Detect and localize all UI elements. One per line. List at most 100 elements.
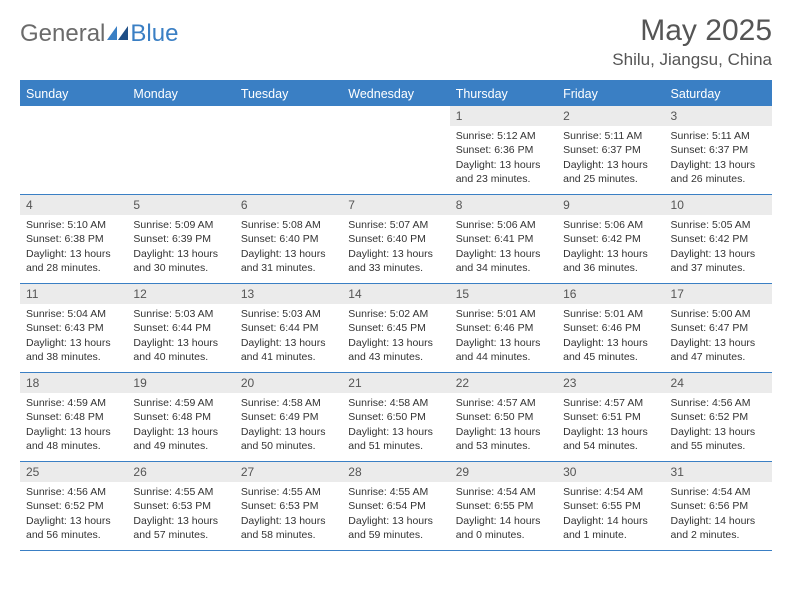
day-number: 18 — [20, 373, 127, 393]
day-cell: 30Sunrise: 4:54 AMSunset: 6:55 PMDayligh… — [557, 462, 664, 550]
sunset-text: Sunset: 6:48 PM — [26, 410, 121, 424]
day-number: 28 — [342, 462, 449, 482]
sunrise-text: Sunrise: 5:07 AM — [348, 218, 443, 232]
day-cell: 29Sunrise: 4:54 AMSunset: 6:55 PMDayligh… — [450, 462, 557, 550]
daylight-text: Daylight: 13 hours and 55 minutes. — [671, 425, 766, 453]
sunrise-text: Sunrise: 4:56 AM — [671, 396, 766, 410]
sunrise-text: Sunrise: 4:57 AM — [456, 396, 551, 410]
sunrise-text: Sunrise: 4:58 AM — [348, 396, 443, 410]
sunrise-text: Sunrise: 4:55 AM — [241, 485, 336, 499]
day-body: Sunrise: 4:58 AMSunset: 6:50 PMDaylight:… — [342, 393, 449, 457]
weeks-container: 1Sunrise: 5:12 AMSunset: 6:36 PMDaylight… — [20, 106, 772, 551]
sunset-text: Sunset: 6:53 PM — [241, 499, 336, 513]
sunset-text: Sunset: 6:37 PM — [563, 143, 658, 157]
day-number: 26 — [127, 462, 234, 482]
sunrise-text: Sunrise: 5:09 AM — [133, 218, 228, 232]
day-header-cell: Tuesday — [235, 82, 342, 106]
day-body: Sunrise: 5:06 AMSunset: 6:42 PMDaylight:… — [557, 215, 664, 279]
sunset-text: Sunset: 6:38 PM — [26, 232, 121, 246]
day-cell: 4Sunrise: 5:10 AMSunset: 6:38 PMDaylight… — [20, 195, 127, 283]
sunrise-text: Sunrise: 5:00 AM — [671, 307, 766, 321]
daylight-text: Daylight: 13 hours and 57 minutes. — [133, 514, 228, 542]
daylight-text: Daylight: 13 hours and 30 minutes. — [133, 247, 228, 275]
daylight-text: Daylight: 13 hours and 37 minutes. — [671, 247, 766, 275]
day-body: Sunrise: 5:06 AMSunset: 6:41 PMDaylight:… — [450, 215, 557, 279]
daylight-text: Daylight: 13 hours and 28 minutes. — [26, 247, 121, 275]
sunrise-text: Sunrise: 4:54 AM — [563, 485, 658, 499]
sunrise-text: Sunrise: 4:54 AM — [456, 485, 551, 499]
day-body: Sunrise: 4:56 AMSunset: 6:52 PMDaylight:… — [665, 393, 772, 457]
day-body: Sunrise: 4:54 AMSunset: 6:55 PMDaylight:… — [450, 482, 557, 546]
day-cell: 26Sunrise: 4:55 AMSunset: 6:53 PMDayligh… — [127, 462, 234, 550]
day-body: Sunrise: 4:59 AMSunset: 6:48 PMDaylight:… — [127, 393, 234, 457]
sunset-text: Sunset: 6:42 PM — [671, 232, 766, 246]
sunrise-text: Sunrise: 5:02 AM — [348, 307, 443, 321]
day-cell — [20, 106, 127, 194]
day-header-cell: Wednesday — [342, 82, 449, 106]
day-body: Sunrise: 5:03 AMSunset: 6:44 PMDaylight:… — [235, 304, 342, 368]
day-number: 11 — [20, 284, 127, 304]
week-row: 18Sunrise: 4:59 AMSunset: 6:48 PMDayligh… — [20, 373, 772, 462]
day-cell: 6Sunrise: 5:08 AMSunset: 6:40 PMDaylight… — [235, 195, 342, 283]
daylight-text: Daylight: 13 hours and 59 minutes. — [348, 514, 443, 542]
sunrise-text: Sunrise: 5:06 AM — [563, 218, 658, 232]
day-cell: 25Sunrise: 4:56 AMSunset: 6:52 PMDayligh… — [20, 462, 127, 550]
day-cell: 11Sunrise: 5:04 AMSunset: 6:43 PMDayligh… — [20, 284, 127, 372]
sunrise-text: Sunrise: 5:11 AM — [671, 129, 766, 143]
day-number: 3 — [665, 106, 772, 126]
day-cell: 16Sunrise: 5:01 AMSunset: 6:46 PMDayligh… — [557, 284, 664, 372]
day-cell: 19Sunrise: 4:59 AMSunset: 6:48 PMDayligh… — [127, 373, 234, 461]
sunrise-text: Sunrise: 5:05 AM — [671, 218, 766, 232]
day-cell: 2Sunrise: 5:11 AMSunset: 6:37 PMDaylight… — [557, 106, 664, 194]
daylight-text: Daylight: 13 hours and 58 minutes. — [241, 514, 336, 542]
day-cell — [127, 106, 234, 194]
day-cell — [342, 106, 449, 194]
sunset-text: Sunset: 6:52 PM — [671, 410, 766, 424]
daylight-text: Daylight: 13 hours and 36 minutes. — [563, 247, 658, 275]
sunset-text: Sunset: 6:45 PM — [348, 321, 443, 335]
day-number: 13 — [235, 284, 342, 304]
daylight-text: Daylight: 13 hours and 48 minutes. — [26, 425, 121, 453]
day-number: 24 — [665, 373, 772, 393]
day-body: Sunrise: 4:55 AMSunset: 6:53 PMDaylight:… — [235, 482, 342, 546]
sunrise-text: Sunrise: 4:59 AM — [133, 396, 228, 410]
day-cell: 3Sunrise: 5:11 AMSunset: 6:37 PMDaylight… — [665, 106, 772, 194]
day-number: 12 — [127, 284, 234, 304]
calendar: SundayMondayTuesdayWednesdayThursdayFrid… — [20, 80, 772, 551]
daylight-text: Daylight: 13 hours and 47 minutes. — [671, 336, 766, 364]
sunrise-text: Sunrise: 5:03 AM — [133, 307, 228, 321]
sunrise-text: Sunrise: 4:57 AM — [563, 396, 658, 410]
sunset-text: Sunset: 6:47 PM — [671, 321, 766, 335]
day-cell: 9Sunrise: 5:06 AMSunset: 6:42 PMDaylight… — [557, 195, 664, 283]
day-body: Sunrise: 5:01 AMSunset: 6:46 PMDaylight:… — [450, 304, 557, 368]
day-cell: 15Sunrise: 5:01 AMSunset: 6:46 PMDayligh… — [450, 284, 557, 372]
daylight-text: Daylight: 13 hours and 41 minutes. — [241, 336, 336, 364]
sunrise-text: Sunrise: 4:55 AM — [133, 485, 228, 499]
day-cell: 8Sunrise: 5:06 AMSunset: 6:41 PMDaylight… — [450, 195, 557, 283]
daylight-text: Daylight: 13 hours and 26 minutes. — [671, 158, 766, 186]
sunset-text: Sunset: 6:55 PM — [456, 499, 551, 513]
sunset-text: Sunset: 6:41 PM — [456, 232, 551, 246]
sunset-text: Sunset: 6:52 PM — [26, 499, 121, 513]
day-number: 1 — [450, 106, 557, 126]
sunrise-text: Sunrise: 4:59 AM — [26, 396, 121, 410]
day-number: 10 — [665, 195, 772, 215]
daylight-text: Daylight: 13 hours and 56 minutes. — [26, 514, 121, 542]
day-number: 22 — [450, 373, 557, 393]
sunset-text: Sunset: 6:46 PM — [456, 321, 551, 335]
month-title: May 2025 — [612, 14, 772, 48]
day-number: 27 — [235, 462, 342, 482]
day-header-row: SundayMondayTuesdayWednesdayThursdayFrid… — [20, 82, 772, 106]
day-body: Sunrise: 4:59 AMSunset: 6:48 PMDaylight:… — [20, 393, 127, 457]
day-body: Sunrise: 5:07 AMSunset: 6:40 PMDaylight:… — [342, 215, 449, 279]
week-row: 1Sunrise: 5:12 AMSunset: 6:36 PMDaylight… — [20, 106, 772, 195]
daylight-text: Daylight: 14 hours and 1 minute. — [563, 514, 658, 542]
day-body: Sunrise: 5:12 AMSunset: 6:36 PMDaylight:… — [450, 126, 557, 190]
day-number: 7 — [342, 195, 449, 215]
day-cell: 14Sunrise: 5:02 AMSunset: 6:45 PMDayligh… — [342, 284, 449, 372]
day-body: Sunrise: 5:11 AMSunset: 6:37 PMDaylight:… — [557, 126, 664, 190]
sunset-text: Sunset: 6:46 PM — [563, 321, 658, 335]
day-header-cell: Saturday — [665, 82, 772, 106]
daylight-text: Daylight: 13 hours and 53 minutes. — [456, 425, 551, 453]
logo-text-general: General — [20, 20, 105, 48]
